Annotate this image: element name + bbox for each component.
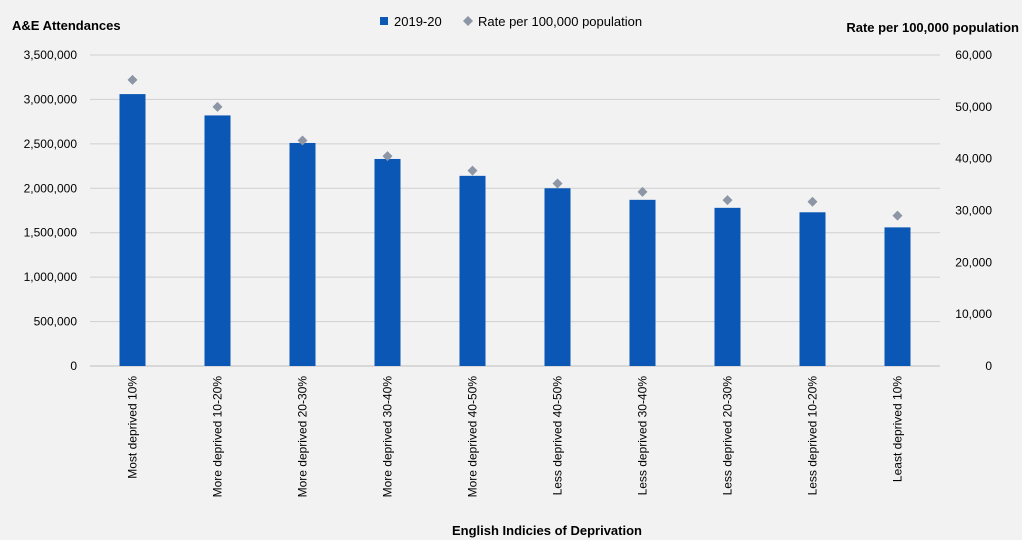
y-tick-label: 0: [70, 359, 77, 373]
legend-rate-label: Rate per 100,000 population: [478, 14, 642, 29]
y2-tick-label: 50,000: [955, 100, 992, 114]
y-tick-label: 1,500,000: [24, 226, 78, 240]
y2-tick-label: 60,000: [955, 48, 992, 62]
y-tick-label: 3,000,000: [24, 92, 78, 106]
left-axis-title: A&E Attendances: [12, 18, 121, 33]
x-axis-ticks: Most deprived 10% More deprived 10-20% Mor…: [126, 376, 905, 498]
legend-bar-label: 2019-20: [394, 14, 442, 29]
bar: [119, 94, 146, 367]
legend: 2019-20 Rate per 100,000 population: [380, 14, 642, 29]
x-tick-label: More deprived 20-30%: [296, 376, 310, 498]
right-axis-ticks: 0 10,000 20,000 30,000 40,000 50,000 60,000: [955, 48, 992, 373]
y-tick-label: 2,500,000: [24, 137, 78, 151]
y-tick-label: 3,500,000: [24, 48, 78, 62]
x-tick-label: Most deprived 10%: [126, 376, 140, 479]
gridlines: [90, 54, 940, 367]
bar: [289, 142, 316, 366]
bar: [459, 175, 486, 366]
x-tick-label: Less deprived 40-50%: [551, 376, 565, 496]
rate-marker: [127, 74, 138, 85]
bar: [374, 158, 401, 366]
left-axis-ticks: 0 500,000 1,000,000 1,500,000 2,000,000 2,500…: [24, 48, 78, 373]
rate-marker: [467, 165, 478, 176]
x-tick-label: Least deprived 10%: [891, 376, 905, 482]
legend-bar-swatch: [380, 17, 388, 25]
bar: [884, 227, 911, 366]
rate-marker: [637, 186, 648, 197]
rate-marker: [382, 151, 393, 162]
y2-tick-label: 10,000: [955, 307, 992, 321]
x-tick-label: More deprived 40-50%: [466, 376, 480, 498]
bar: [204, 115, 231, 367]
rate-marker: [297, 135, 308, 146]
x-tick-label: More deprived 10-20%: [211, 376, 225, 498]
x-tick-label: Less deprived 30-40%: [636, 376, 650, 496]
rate-marker: [212, 101, 223, 112]
y-tick-label: 500,000: [34, 315, 78, 329]
bar: [629, 199, 656, 366]
x-tick-label: Less deprived 20-30%: [721, 376, 735, 496]
legend-diamond-icon: [463, 16, 473, 26]
x-axis-title: English Indicies of Deprivation: [452, 523, 642, 538]
y2-tick-label: 40,000: [955, 152, 992, 166]
x-tick-label: More deprived 30-40%: [381, 376, 395, 498]
y2-tick-label: 20,000: [955, 255, 992, 269]
rate-marker: [892, 210, 903, 221]
rate-marker: [552, 178, 563, 189]
bar: [799, 212, 826, 366]
x-tick-label: Less deprived 10-20%: [806, 376, 820, 496]
right-axis-title: Rate per 100,000 population: [846, 20, 1019, 35]
y2-tick-label: 30,000: [955, 204, 992, 218]
bar: [544, 188, 571, 366]
rate-marker: [722, 195, 733, 206]
y-tick-label: 1,000,000: [24, 270, 78, 284]
rate-marker: [807, 196, 818, 207]
bar-series: [119, 94, 911, 367]
y-tick-label: 2,000,000: [24, 181, 78, 195]
bar: [714, 207, 741, 366]
y2-tick-label: 0: [985, 359, 992, 373]
rate-series: [127, 74, 903, 221]
